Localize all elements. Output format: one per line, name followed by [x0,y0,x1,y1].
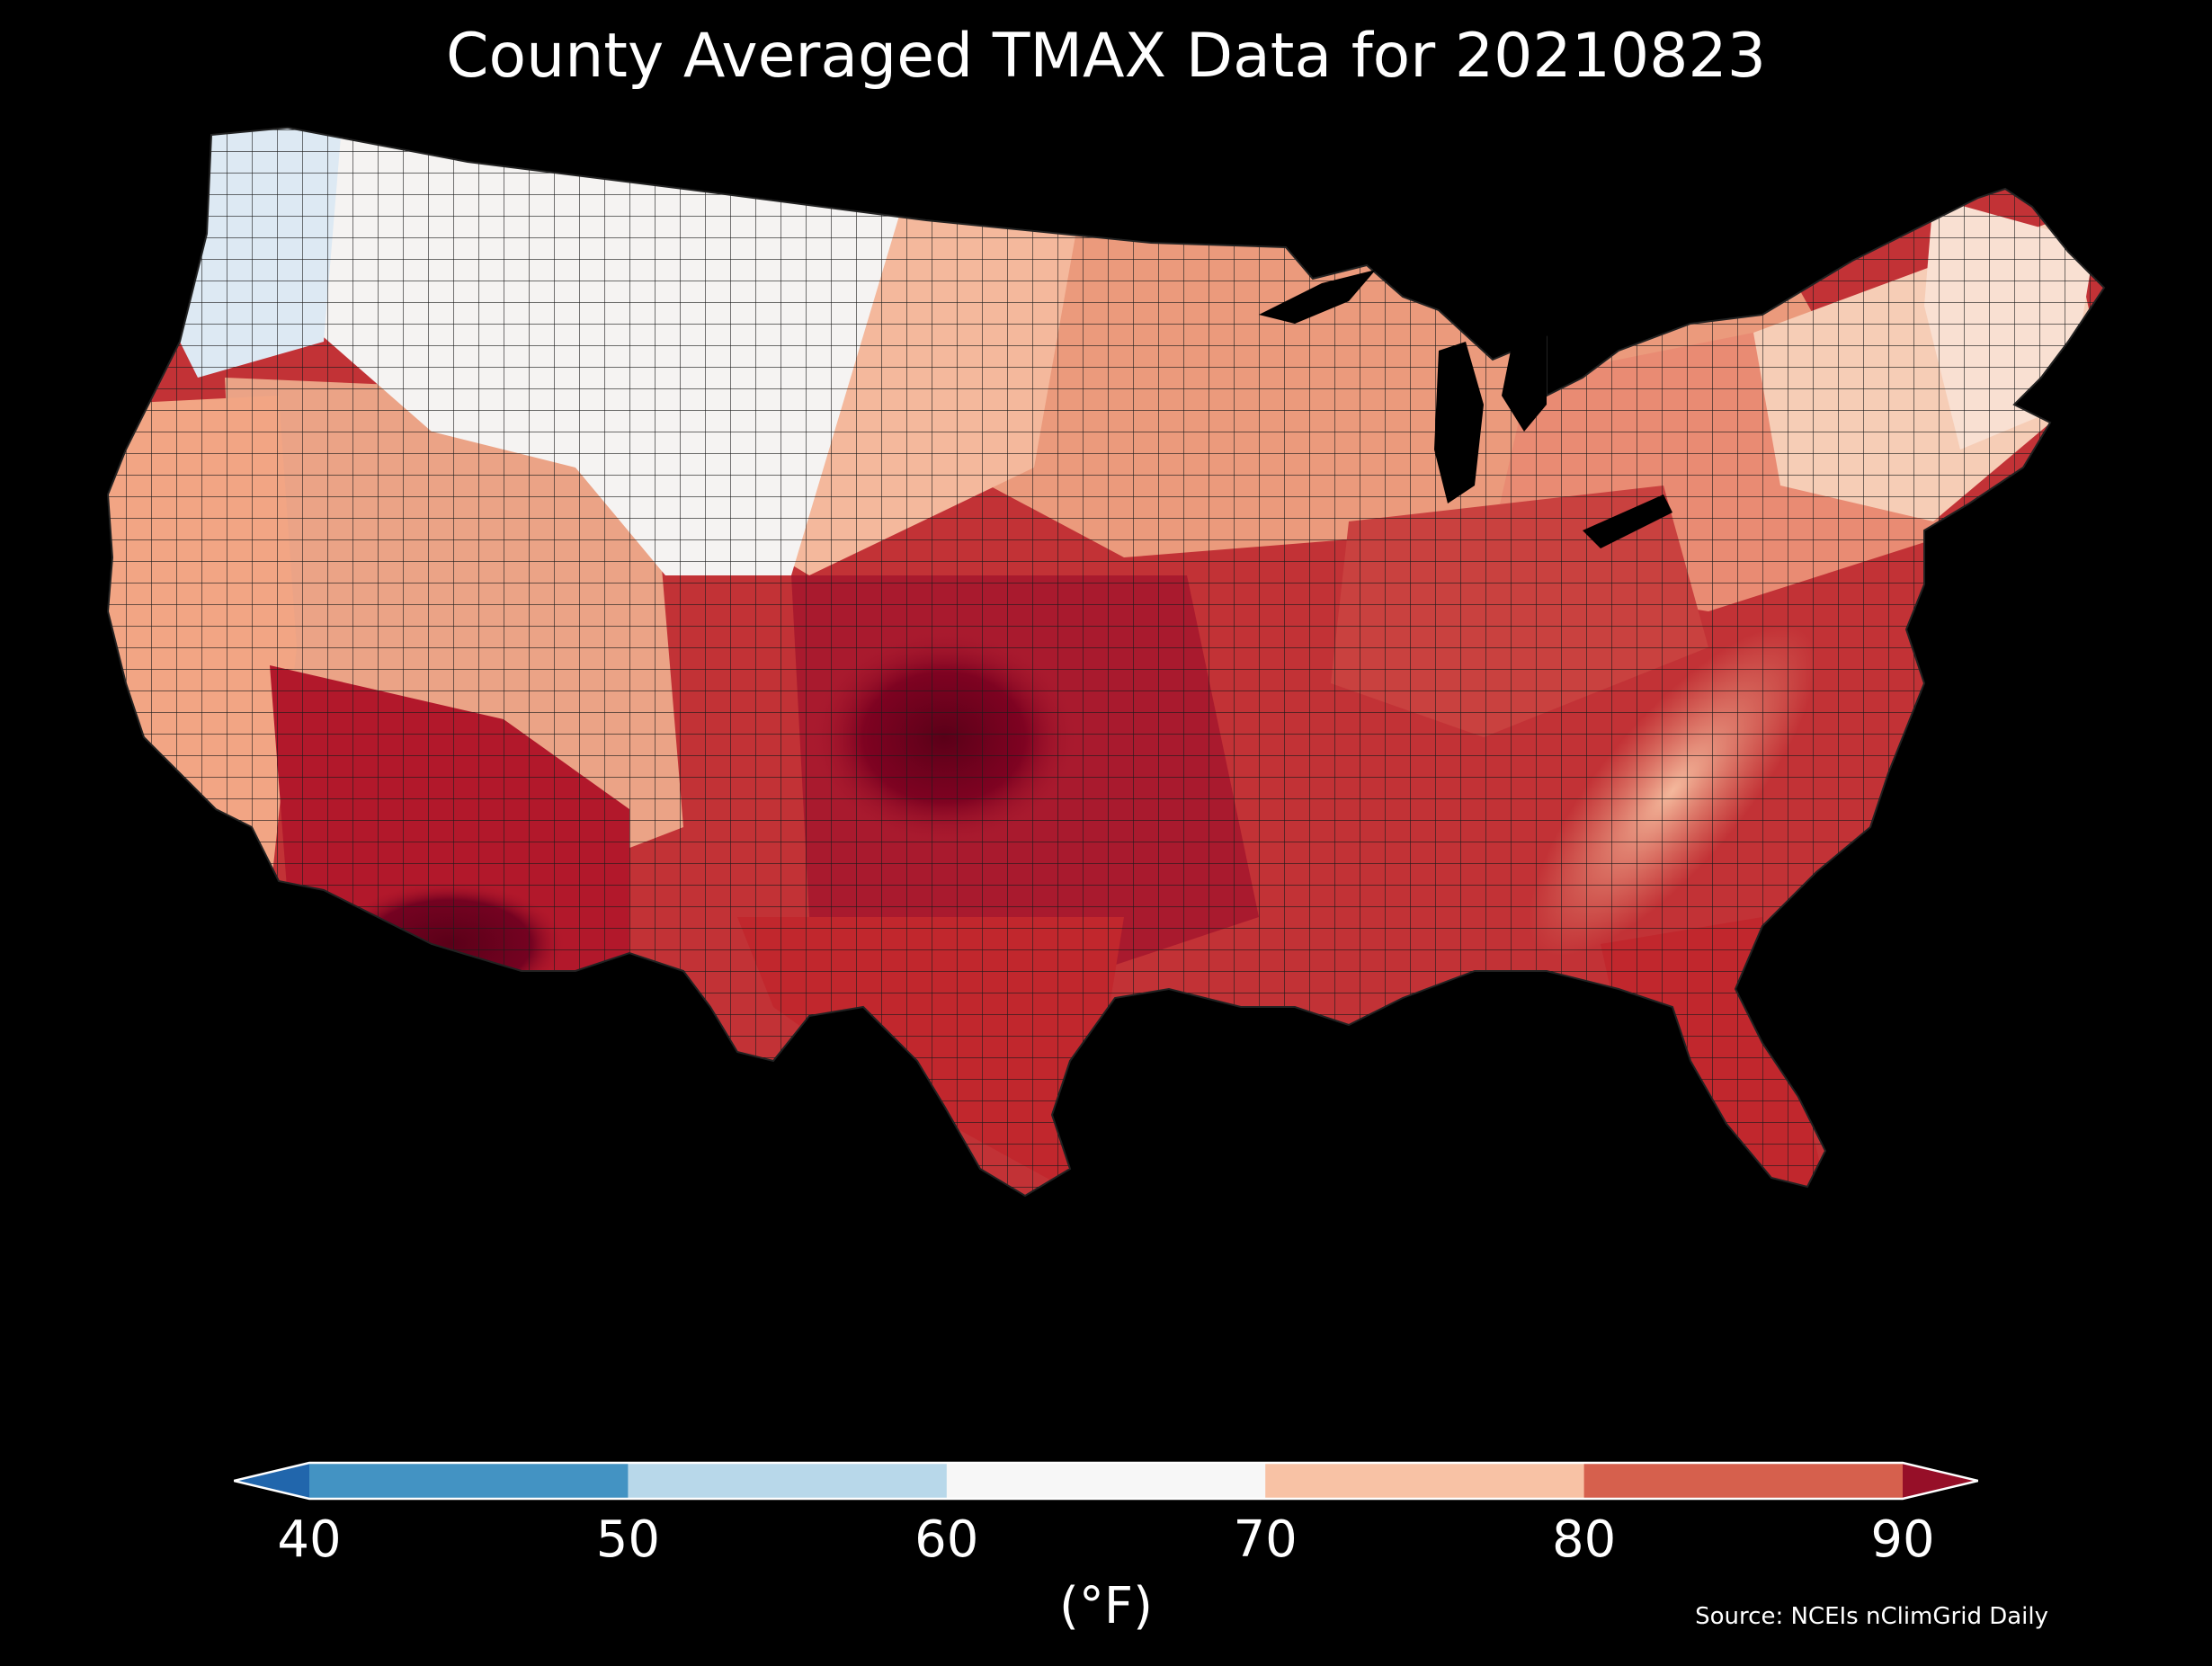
us-county-map [106,126,2106,1198]
colorbar-tick-label: 60 [914,1510,979,1569]
colorbar-bin [309,1463,629,1499]
lake-erie [1583,494,1672,548]
colorbar-bin [1583,1463,1904,1499]
source-note: Source: NCEIs nClimGrid Daily [1695,1603,2048,1630]
lake-michigan [1434,342,1484,503]
colorbar-tick-label: 50 [595,1510,661,1569]
county-borders [108,128,2104,1196]
us-outline [106,126,2106,1198]
lake-superior [1259,270,1376,324]
colorbar-unit-label: (°F) [1059,1577,1153,1635]
colorbar-tick-label: 80 [1551,1510,1617,1569]
colorbar-bin [1265,1463,1585,1499]
colorbar-bin [628,1463,948,1499]
colorbar-extend-high [1903,1463,1978,1499]
colorbar-tick-label: 90 [1870,1510,1935,1569]
colorbar [234,1461,1978,1501]
colorbar-tick-label: 40 [277,1510,342,1569]
colorbar-extend-low [234,1463,309,1499]
colorbar-tick-label: 70 [1233,1510,1298,1569]
county-fill-layer [108,128,2104,1196]
lake-huron [1502,333,1547,432]
colorbar-bin [946,1463,1266,1499]
great-lakes [1259,270,1672,548]
map-title: County Averaged TMAX Data for 20210823 [446,21,1766,92]
